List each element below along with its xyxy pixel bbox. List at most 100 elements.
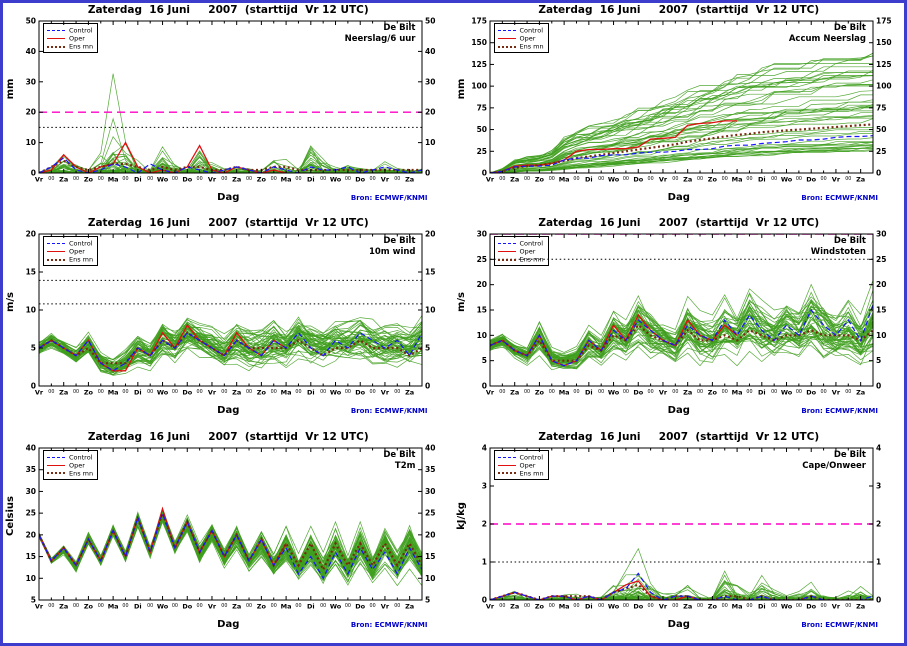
- svg-text:Za: Za: [405, 602, 414, 610]
- svg-text:00: 00: [320, 176, 326, 182]
- svg-text:5: 5: [425, 595, 430, 604]
- svg-text:00: 00: [548, 389, 554, 395]
- source-label: Bron: ECMWF/KNMI: [801, 620, 878, 629]
- svg-text:20: 20: [876, 280, 886, 289]
- svg-text:00: 00: [122, 176, 128, 182]
- svg-text:15: 15: [26, 552, 36, 561]
- svg-text:4: 4: [481, 443, 486, 452]
- legend-label-oper: Oper: [69, 461, 85, 470]
- svg-text:Zo: Zo: [534, 602, 544, 610]
- svg-text:15: 15: [26, 268, 36, 277]
- svg-text:00: 00: [696, 176, 702, 182]
- svg-text:5: 5: [876, 356, 881, 365]
- svg-text:Ma: Ma: [731, 602, 742, 610]
- station-block: De Bilt Windstoten: [811, 236, 866, 258]
- svg-text:Ma: Ma: [281, 602, 292, 610]
- svg-text:20: 20: [26, 530, 36, 539]
- svg-text:Za: Za: [232, 389, 241, 397]
- svg-text:Ma: Ma: [558, 389, 569, 397]
- svg-text:Wo: Wo: [330, 176, 342, 184]
- svg-text:00: 00: [721, 603, 727, 609]
- station-name: De Bilt: [833, 23, 866, 33]
- svg-text:25: 25: [876, 147, 886, 156]
- svg-text:Ma: Ma: [558, 602, 569, 610]
- svg-text:00: 00: [73, 389, 79, 395]
- legend-row-oper: Oper: [497, 247, 544, 256]
- svg-text:00: 00: [524, 603, 530, 609]
- svg-text:Za: Za: [856, 602, 865, 610]
- control-line-sample: [497, 243, 516, 245]
- source-label: Bron: ECMWF/KNMI: [350, 407, 428, 416]
- svg-text:00: 00: [246, 603, 252, 609]
- svg-text:00: 00: [295, 176, 301, 182]
- svg-text:125: 125: [471, 60, 487, 69]
- svg-text:Do: Do: [355, 389, 365, 397]
- svg-text:00: 00: [524, 389, 530, 395]
- svg-text:Za: Za: [856, 389, 865, 397]
- svg-text:00: 00: [721, 176, 727, 182]
- svg-text:Vr: Vr: [35, 176, 44, 184]
- svg-text:00: 00: [370, 176, 376, 182]
- svg-text:00: 00: [73, 176, 79, 182]
- svg-text:Zo: Zo: [534, 389, 544, 397]
- legend: Control Oper Ens mn: [493, 449, 549, 480]
- svg-text:Wo: Wo: [607, 176, 619, 184]
- svg-text:0: 0: [876, 382, 881, 391]
- legend-row-oper: Oper: [47, 34, 93, 43]
- svg-text:00: 00: [795, 176, 801, 182]
- svg-text:10: 10: [476, 331, 486, 340]
- svg-text:00: 00: [172, 389, 178, 395]
- svg-text:Zo: Zo: [84, 389, 94, 397]
- svg-text:30: 30: [26, 487, 36, 496]
- svg-text:Ma: Ma: [731, 176, 742, 184]
- svg-text:00: 00: [48, 389, 54, 395]
- svg-text:00: 00: [147, 389, 153, 395]
- svg-text:0: 0: [31, 169, 36, 178]
- svg-text:Vr: Vr: [658, 602, 667, 610]
- svg-text:Za: Za: [510, 602, 519, 610]
- svg-text:10: 10: [425, 573, 435, 582]
- control-line-sample: [47, 243, 65, 245]
- plume-chart-cape-onweer: 0 01 12 23 34 4Vr 00 Za 00 Zo 00 Ma 00 Di 00 Wo 00 Do 00 Vr…: [481, 443, 881, 610]
- svg-text:00: 00: [172, 176, 178, 182]
- svg-text:Zo: Zo: [707, 176, 717, 184]
- svg-text:20: 20: [425, 530, 435, 539]
- svg-text:00: 00: [647, 603, 653, 609]
- svg-text:0: 0: [481, 595, 486, 604]
- svg-text:00: 00: [598, 603, 604, 609]
- svg-text:00: 00: [820, 389, 826, 395]
- svg-text:2: 2: [876, 519, 881, 528]
- svg-text:00: 00: [345, 603, 351, 609]
- svg-text:Zo: Zo: [257, 176, 267, 184]
- svg-text:Vr: Vr: [381, 389, 390, 397]
- svg-text:Wo: Wo: [330, 602, 342, 610]
- svg-text:00: 00: [647, 176, 653, 182]
- svg-text:00: 00: [197, 603, 203, 609]
- legend-label-control: Control: [69, 239, 93, 248]
- svg-text:00: 00: [172, 603, 178, 609]
- svg-text:Vr: Vr: [485, 176, 494, 184]
- station-block: De Bilt Accum Neerslag: [789, 23, 866, 45]
- svg-text:00: 00: [370, 603, 376, 609]
- svg-text:00: 00: [548, 603, 554, 609]
- svg-text:15: 15: [876, 306, 886, 315]
- svg-text:0: 0: [31, 382, 36, 391]
- svg-text:Vr: Vr: [381, 176, 390, 184]
- svg-text:00: 00: [98, 603, 104, 609]
- svg-text:Di: Di: [134, 389, 142, 397]
- svg-text:4: 4: [876, 443, 881, 452]
- svg-text:00: 00: [771, 603, 777, 609]
- svg-text:125: 125: [876, 60, 892, 69]
- svg-text:40: 40: [26, 47, 36, 56]
- svg-text:00: 00: [48, 603, 54, 609]
- panel-accum-neerslag: Zaterdag 16 Juni 2007 (starttijd Vr 12 U…: [454, 3, 905, 216]
- svg-text:Wo: Wo: [157, 389, 169, 397]
- svg-text:Wo: Wo: [780, 602, 792, 610]
- svg-text:Wo: Wo: [780, 176, 792, 184]
- svg-text:Ma: Ma: [108, 389, 119, 397]
- svg-text:15: 15: [476, 306, 486, 315]
- svg-text:Za: Za: [232, 176, 241, 184]
- legend-row-oper: Oper: [47, 247, 93, 256]
- x-axis-label: Dag: [667, 618, 690, 630]
